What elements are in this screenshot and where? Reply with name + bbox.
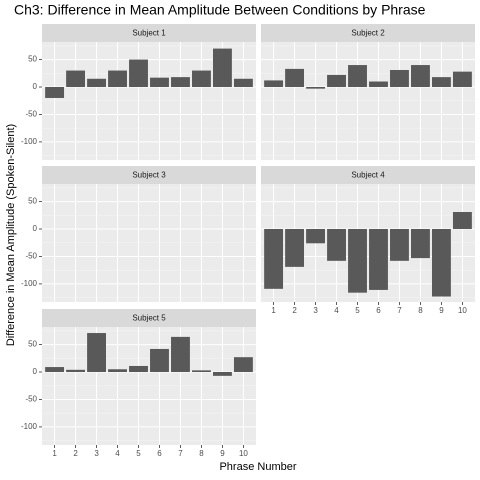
bar: [369, 229, 388, 290]
x-tick-label: 5: [136, 449, 141, 458]
y-tick-label: -50: [25, 395, 37, 404]
bar: [431, 77, 451, 88]
bar: [233, 78, 253, 88]
x-tick-label: 9: [220, 449, 225, 458]
y-tick-label: 50: [28, 340, 37, 349]
bar: [264, 229, 284, 289]
x-tick-label: 10: [239, 449, 248, 458]
y-tick-label: -100: [21, 137, 38, 146]
bar: [108, 369, 127, 373]
x-tick-label: 2: [292, 306, 297, 315]
bar: [348, 65, 367, 88]
x-tick-label: 1: [52, 449, 57, 458]
x-tick-label: 8: [418, 306, 423, 315]
strip: [261, 24, 475, 42]
y-tick-label: 50: [28, 55, 37, 64]
x-tick-label: 7: [397, 306, 402, 315]
bar: [129, 59, 148, 88]
bar: [212, 48, 232, 88]
bar: [285, 229, 305, 267]
bar: [285, 68, 305, 88]
panel: [261, 42, 475, 160]
y-tick-label: 0: [33, 224, 38, 233]
y-tick-label: 0: [33, 82, 38, 91]
x-tick-label: 3: [313, 306, 318, 315]
x-tick-label: 10: [458, 306, 467, 315]
x-tick-label: 1: [271, 306, 276, 315]
bar: [233, 357, 253, 373]
x-tick-label: 9: [439, 306, 444, 315]
x-tick-label: 8: [199, 449, 204, 458]
bar: [66, 369, 86, 373]
x-tick-label: 7: [178, 449, 183, 458]
bar: [348, 229, 367, 293]
bar: [192, 70, 211, 88]
bar: [411, 65, 430, 88]
strip: [42, 166, 256, 184]
bar: [264, 80, 284, 88]
panel: [42, 327, 256, 445]
x-tick-label: 6: [376, 306, 381, 315]
strip: [42, 309, 256, 327]
bar: [452, 71, 472, 88]
x-tick-label: 4: [334, 306, 339, 315]
bar: [192, 370, 211, 373]
x-tick-label: 4: [115, 449, 120, 458]
bar: [66, 70, 86, 88]
x-axis-label: Phrase Number: [219, 461, 296, 473]
bar: [129, 365, 148, 373]
bar: [87, 333, 106, 373]
y-tick-label: -100: [21, 422, 38, 431]
bar: [171, 336, 190, 373]
bar: [87, 78, 106, 88]
bar: [327, 229, 346, 261]
y-tick-label: 50: [28, 197, 37, 206]
y-tick-label: -50: [25, 252, 37, 261]
y-tick-label: -100: [21, 279, 38, 288]
bar: [327, 74, 346, 88]
bar: [171, 77, 190, 88]
bar: [45, 87, 65, 98]
bar: [452, 211, 472, 230]
strip-label: Subject 5: [132, 314, 166, 323]
bar: [108, 70, 127, 88]
bar: [390, 229, 409, 261]
chart-title: Ch3: Difference in Mean Amplitude Betwee…: [14, 2, 426, 18]
panel: [42, 184, 256, 302]
y-tick-label: 0: [33, 367, 38, 376]
bar: [150, 77, 169, 88]
x-tick-label: 5: [355, 306, 360, 315]
y-tick-label: -50: [25, 110, 37, 119]
bar: [431, 229, 451, 297]
bar: [369, 81, 388, 88]
x-tick-label: 2: [73, 449, 78, 458]
x-tick-label: 3: [94, 449, 99, 458]
bar: [150, 348, 169, 373]
bar: [390, 69, 409, 88]
strip: [42, 24, 256, 42]
strip: [261, 166, 475, 184]
strip-label: Subject 2: [351, 29, 385, 38]
strip-label: Subject 4: [351, 171, 385, 180]
bar: [411, 229, 430, 259]
bar: [306, 87, 325, 89]
bar: [212, 372, 232, 376]
strip-label: Subject 1: [132, 29, 166, 38]
x-tick-label: 6: [157, 449, 162, 458]
strip-label: Subject 3: [132, 171, 166, 180]
y-axis-label: Difference in Mean Amplitude (Spoken-Sil…: [5, 124, 17, 346]
bar: [306, 229, 325, 244]
bar: [45, 367, 65, 373]
